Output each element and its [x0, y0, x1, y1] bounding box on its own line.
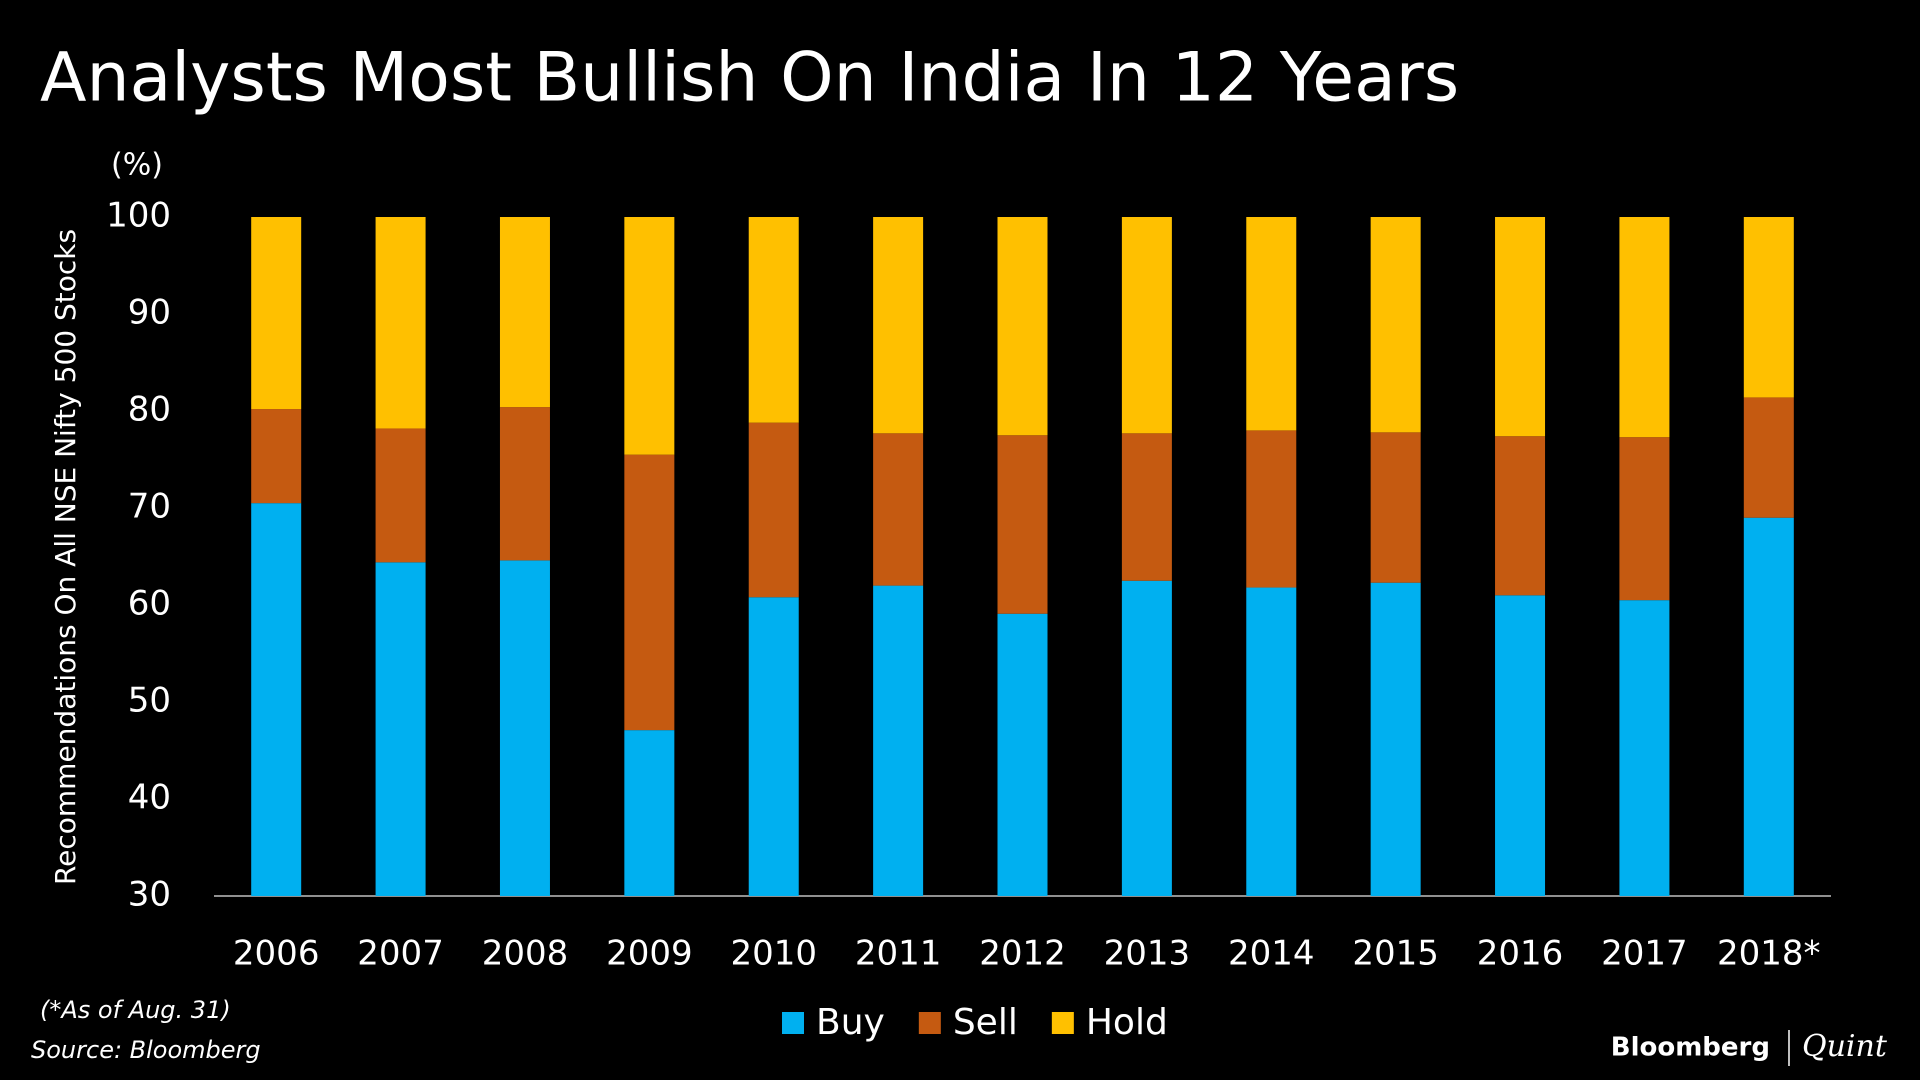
footnote: (*As of Aug. 31) [40, 996, 231, 1024]
bar-segment [1619, 437, 1670, 601]
x-tick-label: 2009 [606, 934, 693, 974]
bar-segment [499, 217, 550, 408]
x-tick-label: 2013 [1104, 934, 1191, 974]
y-tick-label: 60 [128, 584, 171, 624]
bar-segment [1370, 582, 1421, 896]
bar-segment [748, 217, 799, 423]
x-tick-label: 2015 [1352, 934, 1439, 974]
y-unit: (%) [111, 148, 163, 183]
bar-segment [748, 597, 799, 896]
bar-segment [1121, 217, 1172, 434]
bar-segment [624, 217, 675, 455]
bar-segment [873, 585, 924, 896]
bar-segment [251, 503, 302, 896]
y-tick-label: 30 [128, 875, 171, 915]
bar-segment [375, 217, 426, 429]
legend-swatch [1051, 1012, 1074, 1034]
bar-segment [1121, 433, 1172, 581]
bar-segment [375, 428, 426, 563]
bar-segment [1495, 436, 1546, 596]
legend-swatch [782, 1012, 804, 1034]
x-tick-label: 2014 [1228, 934, 1315, 974]
chart-title: Analysts Most Bullish On India In 12 Yea… [40, 39, 1459, 118]
bar-segment [997, 613, 1048, 896]
bar-segment [1743, 217, 1794, 398]
legend-swatch [918, 1012, 941, 1034]
x-tick-label: 2017 [1601, 934, 1688, 974]
legend-label: Sell [953, 1002, 1018, 1043]
bar-segment [1370, 217, 1421, 433]
bar-segment [499, 560, 550, 896]
y-tick-label: 80 [128, 390, 171, 430]
y-tick-label: 50 [128, 681, 171, 721]
y-tick-label: 100 [106, 196, 171, 236]
x-tick-label: 2012 [979, 934, 1066, 974]
bar-segment [873, 217, 924, 434]
bar-segment [1619, 600, 1670, 896]
bar-segment [251, 217, 302, 410]
bar-segment [624, 454, 675, 731]
y-tick-label: 40 [128, 778, 171, 818]
x-tick-label: 2007 [357, 934, 444, 974]
brand-bloomberg: Bloomberg [1611, 1033, 1770, 1063]
bar-segment [997, 217, 1048, 436]
legend-label: Hold [1086, 1002, 1168, 1043]
bar-segment [251, 409, 302, 504]
bar-segment [624, 730, 675, 896]
bar-segment [1246, 430, 1297, 588]
x-tick-label: 2016 [1477, 934, 1564, 974]
bar-segment [748, 422, 799, 598]
y-axis-label: Recommendations On All NSE Nifty 500 Sto… [49, 229, 82, 885]
y-tick-label: 70 [128, 487, 171, 527]
x-tick-label: 2006 [233, 934, 320, 974]
x-tick-label: 2010 [730, 934, 817, 974]
bar-segment [1246, 587, 1297, 896]
bar-segment [873, 433, 924, 586]
bar-segment [1495, 217, 1546, 437]
bar-segment [1619, 217, 1670, 438]
bar-segment [1121, 580, 1172, 896]
bar-segment [1743, 397, 1794, 518]
brand-quint: Quint [1802, 1029, 1888, 1064]
bar-segment [375, 562, 426, 896]
bar-segment [499, 407, 550, 561]
x-tick-label: 2011 [855, 934, 942, 974]
bar-segment [1246, 217, 1297, 431]
bar-segment [1495, 595, 1546, 896]
bar-segment [1743, 517, 1794, 896]
bar-segment [1370, 432, 1421, 583]
x-tick-label: 2018* [1717, 934, 1821, 974]
bar-segment [997, 435, 1048, 614]
y-tick-label: 90 [128, 293, 171, 333]
source: Source: Bloomberg [31, 1036, 261, 1064]
x-tick-label: 2008 [482, 934, 569, 974]
legend-label: Buy [816, 1002, 885, 1043]
